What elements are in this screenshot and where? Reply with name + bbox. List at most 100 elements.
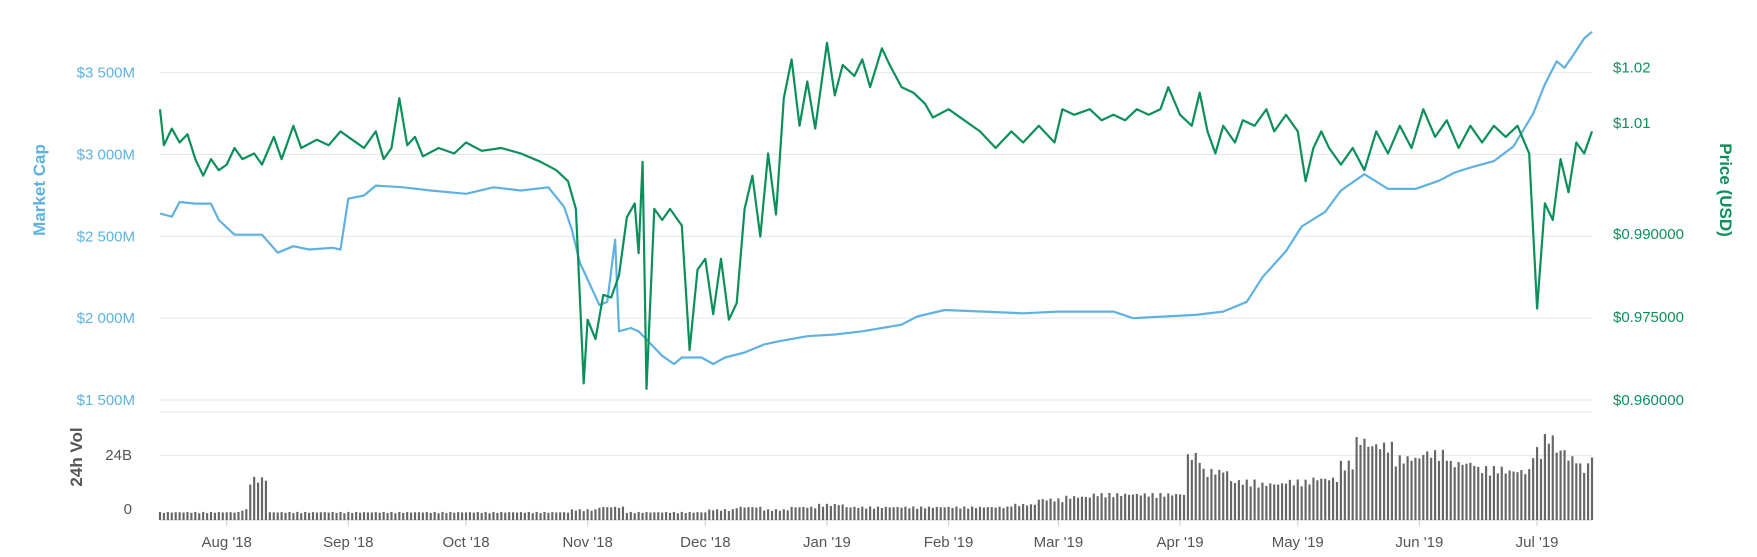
x-tick-label: Jun '19 bbox=[1395, 534, 1443, 551]
right-tick-label: $0.960000 bbox=[1613, 392, 1684, 409]
volume-bar bbox=[1316, 480, 1319, 520]
volume-bar bbox=[920, 506, 923, 520]
volume-bar bbox=[1171, 495, 1174, 520]
volume-bar bbox=[1222, 472, 1225, 520]
volume-bar bbox=[413, 512, 417, 520]
volume-bar bbox=[1273, 484, 1276, 520]
volume-bar bbox=[1308, 484, 1311, 520]
volume-bar bbox=[1226, 471, 1229, 520]
volume-bar bbox=[1002, 508, 1005, 520]
volume-bar bbox=[633, 513, 636, 520]
volume-bar bbox=[1437, 460, 1441, 520]
volume-bar bbox=[723, 509, 727, 520]
left-tick-label: $1 500M bbox=[77, 392, 135, 409]
volume-bar bbox=[221, 512, 224, 520]
volume-bar bbox=[1182, 494, 1186, 520]
volume-bar bbox=[1065, 495, 1068, 520]
volume-bar bbox=[1465, 463, 1468, 520]
volume-bar bbox=[806, 507, 809, 520]
volume-bar bbox=[468, 512, 472, 520]
volume-bar bbox=[429, 512, 432, 520]
volume-bar bbox=[1277, 484, 1280, 520]
volume-bar bbox=[194, 511, 197, 520]
volume-bar bbox=[162, 512, 166, 520]
volume-bar bbox=[657, 512, 660, 520]
volume-bar bbox=[1175, 493, 1178, 520]
x-tick-label: Sep '18 bbox=[323, 534, 373, 551]
volume-bar bbox=[1496, 473, 1499, 520]
volume-bar bbox=[1057, 498, 1060, 520]
volume-bar bbox=[1061, 502, 1064, 520]
volume-bar bbox=[1520, 470, 1523, 520]
volume-bar bbox=[676, 513, 679, 520]
volume-bar bbox=[551, 512, 554, 520]
volume-bar bbox=[433, 511, 436, 520]
volume-bar bbox=[464, 512, 468, 520]
volume-bar bbox=[778, 510, 781, 520]
volume-bar bbox=[1477, 466, 1480, 520]
volume-bar bbox=[1194, 452, 1197, 520]
volume-bar bbox=[1241, 484, 1244, 520]
volume-bar bbox=[1441, 449, 1444, 520]
volume-bar bbox=[1037, 499, 1040, 520]
volume-bar bbox=[241, 510, 244, 520]
volume-bar bbox=[233, 512, 236, 520]
x-tick-label: Dec '18 bbox=[680, 534, 730, 551]
volume-bar bbox=[1563, 450, 1566, 520]
volume-bar bbox=[810, 506, 813, 520]
volume-bar bbox=[708, 509, 711, 520]
volume-bar bbox=[998, 506, 1001, 520]
x-tick-label: Aug '18 bbox=[201, 534, 251, 551]
volume-bar bbox=[1116, 493, 1119, 520]
x-tick-label: Apr '19 bbox=[1157, 534, 1204, 551]
volume-bar bbox=[731, 509, 734, 520]
volume-bar bbox=[814, 508, 817, 520]
volume-bar bbox=[833, 504, 836, 520]
volume-bar bbox=[739, 506, 742, 520]
volume-bar bbox=[343, 513, 346, 520]
volume-bar bbox=[876, 506, 880, 520]
volume-bar bbox=[798, 507, 801, 520]
volume-bar bbox=[1504, 473, 1507, 520]
x-tick-label: Jul '19 bbox=[1516, 534, 1559, 551]
volume-bar bbox=[1190, 459, 1193, 520]
volume-bar bbox=[1296, 479, 1299, 520]
volume-bar bbox=[1524, 474, 1527, 520]
volume-bar bbox=[1430, 457, 1433, 520]
volume-bar bbox=[1120, 495, 1123, 520]
x-tick-label: Feb '19 bbox=[924, 534, 974, 551]
volume-bar bbox=[1516, 472, 1519, 520]
volume-bar bbox=[1249, 486, 1252, 520]
volume-bars bbox=[158, 434, 1594, 520]
volume-bar bbox=[1481, 473, 1484, 520]
volume-bar bbox=[1575, 463, 1578, 520]
volume-bar bbox=[229, 512, 232, 520]
volume-bar bbox=[1018, 506, 1021, 520]
grid-layer bbox=[160, 72, 1592, 521]
volume-bar bbox=[1320, 478, 1323, 520]
volume-bar bbox=[1532, 458, 1535, 520]
volume-bar bbox=[390, 511, 393, 520]
volume-bar bbox=[712, 510, 715, 520]
volume-bar bbox=[967, 508, 970, 520]
volume-bar bbox=[1014, 503, 1017, 520]
volume-bar bbox=[1163, 496, 1166, 520]
volume-bar bbox=[1371, 446, 1374, 520]
volume-bar bbox=[272, 512, 275, 520]
volume-bar bbox=[1084, 496, 1087, 520]
volume-bar bbox=[1253, 479, 1256, 520]
volume-bar bbox=[249, 484, 252, 520]
volume-bar bbox=[751, 507, 754, 520]
volume-bar bbox=[1469, 462, 1472, 520]
volume-bar bbox=[1092, 493, 1095, 520]
volume-bar bbox=[1355, 437, 1358, 520]
volume-bar bbox=[323, 512, 326, 520]
volume-bar bbox=[1167, 493, 1170, 520]
volume-bar bbox=[566, 512, 570, 520]
volume-bar bbox=[1449, 460, 1452, 520]
volume-bar bbox=[1324, 478, 1327, 520]
volume-bar bbox=[978, 506, 982, 520]
volume-bar bbox=[1127, 494, 1131, 520]
volume-bar bbox=[1559, 450, 1562, 520]
volume-bar bbox=[1390, 441, 1393, 520]
